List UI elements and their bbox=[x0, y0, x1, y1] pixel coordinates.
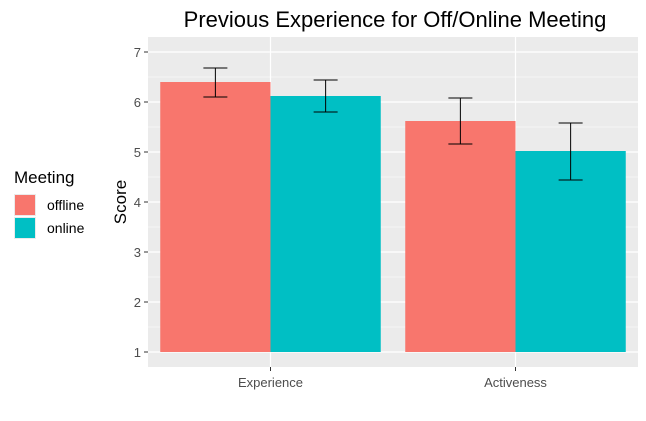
y-tick-label: 6 bbox=[134, 95, 141, 110]
y-axis-title: Score bbox=[111, 180, 130, 224]
bars bbox=[160, 82, 626, 352]
y-tick-label: 1 bbox=[134, 345, 141, 360]
y-axis: 1 2 3 4 5 6 7 bbox=[134, 45, 148, 360]
x-tick-label: Experience bbox=[238, 375, 303, 390]
chart-title: Previous Experience for Off/Online Meeti… bbox=[184, 7, 607, 32]
error-bars bbox=[203, 67, 583, 181]
y-tick-label: 7 bbox=[134, 45, 141, 60]
y-tick-label: 2 bbox=[134, 295, 141, 310]
x-tick-label: Activeness bbox=[484, 375, 547, 390]
legend-title: Meeting bbox=[14, 168, 74, 187]
legend-label-online: online bbox=[47, 220, 85, 236]
x-axis: Experience Activeness bbox=[238, 367, 547, 390]
bar-online-activeness bbox=[515, 151, 626, 352]
legend: Meeting offline online bbox=[14, 168, 85, 239]
y-tick-label: 3 bbox=[134, 245, 141, 260]
legend-swatch-online bbox=[15, 218, 35, 238]
bar-offline-activeness bbox=[405, 121, 516, 352]
y-tick-label: 5 bbox=[134, 145, 141, 160]
legend-label-offline: offline bbox=[47, 197, 84, 213]
legend-swatch-offline bbox=[15, 195, 35, 215]
bar-offline-experience bbox=[160, 82, 271, 352]
y-tick-label: 4 bbox=[134, 195, 141, 210]
bar-online-experience bbox=[270, 96, 381, 352]
